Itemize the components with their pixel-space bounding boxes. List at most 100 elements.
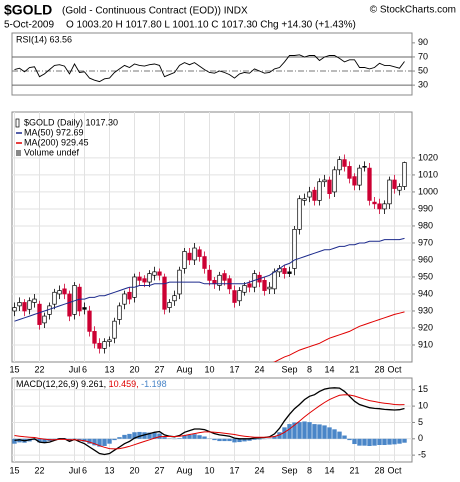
candle-body [332,169,337,193]
candle-body [342,159,347,167]
candle-body [392,179,397,189]
panel-frame [11,377,413,463]
candle-body [382,203,387,210]
histogram-bar [12,438,17,444]
candle-body [397,186,402,191]
histogram-bar [377,438,382,446]
histogram-bar [307,422,312,439]
candle-body [367,167,372,201]
y-tick-label: 1000 [418,186,438,196]
candle-body [137,276,142,281]
x-tick-label: 8 [307,465,312,475]
y-tick-label: 990 [418,203,433,213]
candle-body [232,290,237,303]
candle-body [322,179,327,183]
histogram-bar [202,436,207,439]
x-tick-label: Aug [176,364,192,374]
x-tick-label: 22 [34,364,44,374]
candle-body [127,291,132,300]
candle-body [157,271,162,276]
histogram-bar [232,438,237,443]
histogram-bar [312,424,317,439]
x-tick-label: 21 [349,465,359,475]
candle-body [122,293,127,305]
candle-body [167,302,172,308]
histogram-bar [322,425,327,439]
histogram-bar [117,437,122,439]
histogram-bar [92,438,97,446]
histogram-bar [362,438,367,446]
histogram-bar [297,422,302,439]
candle-body [37,303,42,325]
candle-body [272,271,277,290]
histogram-bar [122,434,127,439]
histogram-bar [282,427,287,439]
candle-body [312,189,317,201]
histogram-bar [257,438,262,440]
candle-body [62,288,67,295]
candle-body [242,285,247,293]
candle-body [317,181,322,201]
candle-body [352,176,357,186]
legend-label: $GOLD (Daily) 1017.30 [24,117,118,127]
candle-body [192,247,197,261]
histogram-bar [382,438,387,446]
candle-body [347,166,352,179]
histogram-bar [292,422,297,439]
candle-body [202,256,207,269]
x-tick-label: 27 [154,364,164,374]
histogram-bar [127,433,132,439]
legend-label: MACD(12,26,9) [16,379,79,389]
candle-body [92,331,97,344]
candle-body [362,166,367,168]
candle-body [207,269,212,281]
candle-body [307,191,312,198]
x-tick-label: 21 [349,364,359,374]
panel-title: MACD(12,26,9) 9.261, 10.459, -1.198 [16,379,167,389]
histogram-bar [372,438,377,446]
moving-average [14,237,405,322]
histogram-bar [162,437,167,439]
histogram-bar [237,438,242,443]
candle-body [82,307,87,310]
x-tick-label: 14 [324,465,334,475]
candle-body [147,273,152,283]
histogram-bar [272,436,277,439]
x-tick-label: Aug [176,465,192,475]
rsi-line [14,54,405,83]
candle-body [372,201,377,205]
y-tick-label: 50 [418,65,428,75]
candle-body [22,302,27,312]
histogram-bar [387,438,392,445]
histogram-bar [82,438,87,442]
histogram-bar [337,431,342,439]
y-tick-label: 980 [418,220,433,230]
candle-body [142,278,147,283]
histogram-bar [367,438,372,446]
panel-title: RSI(14) 63.56 [16,34,72,44]
legend-candle-icon [15,118,20,128]
histogram-bar [342,435,347,439]
legend-label: Volume undef [24,147,80,157]
histogram-bar [327,427,332,439]
candle-body [262,280,267,291]
histogram-bar [352,438,357,445]
histogram-bar [197,435,202,439]
legend-label: MA(200) 929.45 [24,137,89,147]
y-tick-label: 1010 [418,169,438,179]
x-tick-label: 20 [129,465,139,475]
x-tick-label: 24 [254,465,264,475]
candle-body [222,273,227,281]
x-tick-label: 8 [307,364,312,374]
candle-body [67,293,72,317]
candle-body [302,198,307,201]
candle-body [12,307,17,312]
x-tick-label: 22 [34,465,44,475]
candle-body [282,268,287,274]
y-tick-label: 10 [418,400,428,410]
histogram-bar [157,433,162,439]
candle-body [182,251,187,269]
x-tick-label: 24 [254,364,264,374]
price-plot [12,154,407,362]
x-tick-label: 17 [229,364,239,374]
